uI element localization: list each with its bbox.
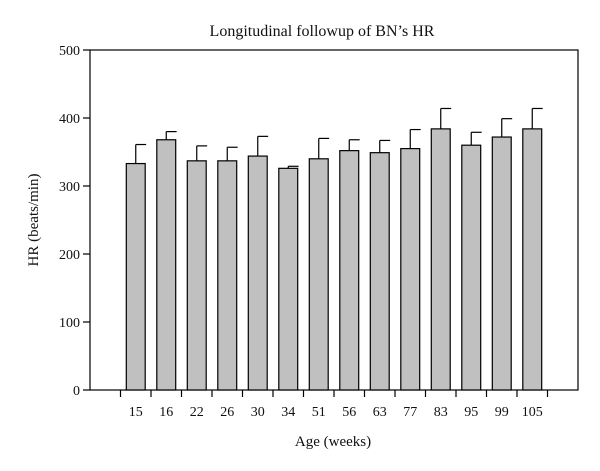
bar-16	[156, 139, 177, 391]
y-tick-label: 0	[73, 384, 80, 399]
y-tick-label: 200	[59, 248, 80, 263]
bar-99	[491, 136, 512, 391]
x-tick-label: 56	[342, 405, 356, 420]
bar-30	[247, 155, 268, 391]
x-tick-label: 77	[403, 405, 417, 420]
x-tick-label: 16	[159, 405, 173, 420]
bar-15	[125, 162, 146, 391]
x-tick-label: 30	[251, 405, 265, 420]
x-tick-label: 105	[522, 405, 543, 420]
y-axis: 0 100 200 300 400 500	[59, 44, 90, 399]
y-tick-label: 100	[59, 316, 80, 331]
bar-63	[369, 152, 390, 391]
bar-83	[430, 128, 451, 391]
y-axis-label: HR (beats/min)	[26, 174, 42, 267]
bar-77	[400, 148, 421, 391]
y-tick-label: 400	[59, 112, 80, 127]
bars	[125, 128, 543, 391]
x-tick-label: 22	[190, 405, 204, 420]
x-tick-label: 95	[464, 405, 478, 420]
x-axis: 15 16 22 26 30 34 51 56 63 77 83 95 99 105	[119, 390, 549, 420]
x-tick-label: 83	[434, 405, 448, 420]
error-bars	[135, 107, 543, 169]
bar-34	[278, 167, 299, 391]
y-tick-label: 300	[59, 180, 80, 195]
bar-105	[522, 128, 543, 391]
x-tick-label: 63	[373, 405, 387, 420]
bar-22	[186, 160, 207, 391]
x-tick-label: 99	[495, 405, 509, 420]
bar-51	[308, 158, 329, 391]
x-tick-label: 34	[281, 405, 295, 420]
bar-56	[339, 150, 360, 391]
chart-title: Longitudinal followup of BN’s HR	[210, 23, 435, 40]
x-tick-label: 15	[129, 405, 143, 420]
x-tick-label: 51	[312, 405, 326, 420]
x-axis-label: Age (weeks)	[295, 434, 371, 450]
bar-95	[461, 144, 482, 391]
x-tick-label: 26	[220, 405, 234, 420]
y-tick-label: 500	[59, 44, 80, 59]
bar-26	[217, 160, 238, 391]
